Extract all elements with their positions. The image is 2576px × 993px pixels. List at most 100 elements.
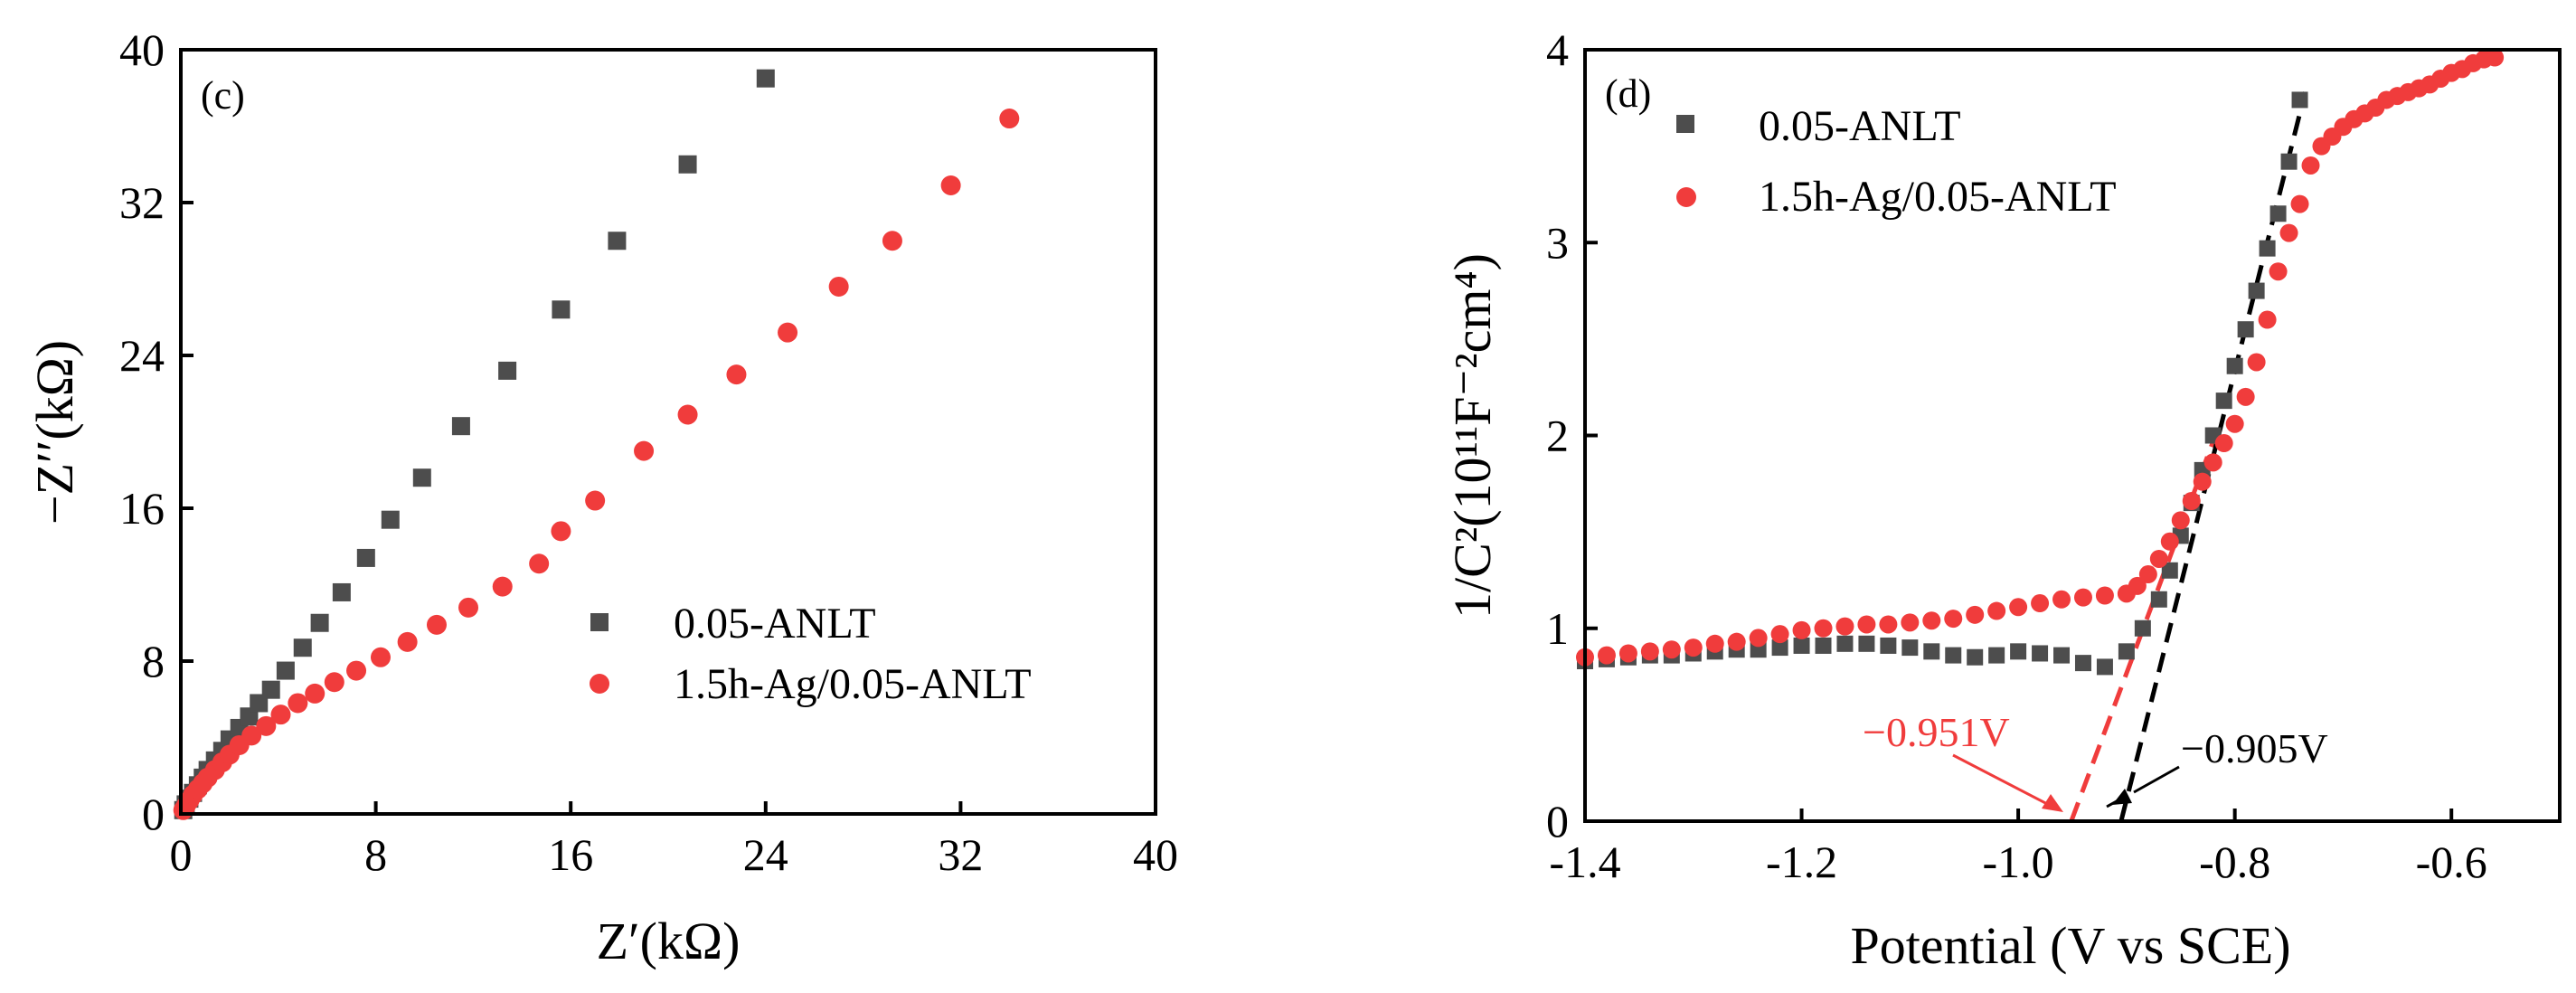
x-axis-title: Potential (V vs SCE)	[1850, 916, 2290, 975]
data-point-square	[2134, 619, 2151, 637]
data-point-circle	[346, 660, 367, 681]
data-point-square	[608, 232, 627, 251]
data-point-circle	[940, 175, 961, 195]
data-point-square	[381, 510, 400, 529]
plot-frame	[179, 48, 1157, 816]
data-point-circle	[1618, 644, 1637, 663]
data-point-circle	[2193, 472, 2212, 491]
annotation-red: −0.951V	[1863, 709, 2063, 812]
data-point-circle	[370, 647, 391, 667]
annotation-arrowhead-black	[2112, 789, 2132, 805]
legend-marker-1	[1676, 187, 1696, 207]
data-point-square	[2032, 645, 2049, 662]
data-point-circle	[2031, 594, 2050, 613]
x-tick-label: -1.4	[1549, 837, 1620, 887]
data-point-circle	[2009, 598, 2028, 617]
data-point-circle	[585, 490, 606, 511]
data-point-circle	[726, 364, 747, 385]
data-point-circle	[2095, 586, 2114, 605]
data-point-square	[451, 417, 470, 436]
data-point-circle	[2301, 156, 2320, 175]
annotation-intercept-black: −0.905V	[2181, 725, 2328, 771]
data-point-square	[2269, 205, 2287, 222]
x-axis-title: Z′(kΩ)	[597, 912, 741, 970]
data-point-circle	[529, 553, 550, 574]
y-tick-label: 40	[119, 24, 165, 75]
data-point-circle	[458, 597, 479, 618]
data-point-circle	[2225, 414, 2244, 433]
y-tick-label: 24	[119, 330, 165, 381]
legend-label-1: 1.5h-Ag/0.05-ANLT	[1759, 173, 2117, 221]
annotation-intercept-red: −0.951V	[1863, 709, 2010, 755]
data-point-circle	[2258, 310, 2277, 329]
data-point-circle	[1857, 615, 1876, 634]
data-point-square	[2118, 643, 2135, 660]
x-tick-label: 24	[743, 829, 788, 880]
data-point-circle	[2247, 353, 2266, 372]
data-point-circle	[1640, 642, 1659, 661]
data-point-circle	[2279, 223, 2298, 242]
x-tick-label: -0.6	[2416, 837, 2487, 887]
data-point-circle	[999, 109, 1020, 129]
data-point-square	[2161, 562, 2178, 579]
data-point-circle	[778, 322, 798, 343]
annotation-black: −0.905V	[2106, 725, 2328, 809]
data-point-circle	[1987, 601, 2006, 620]
data-point-circle	[882, 231, 902, 251]
data-point-square	[756, 69, 775, 88]
data-point-circle	[828, 276, 849, 297]
legend-marker-1	[590, 674, 609, 694]
data-point-square	[310, 613, 329, 632]
x-tick-label: 8	[364, 829, 387, 880]
legend: 0.05-ANLT 1.5h-Ag/0.05-ANLT	[590, 600, 1032, 708]
x-tick-label: 16	[548, 829, 593, 880]
data-point-circle	[2073, 588, 2092, 607]
data-point-square	[2053, 647, 2071, 664]
data-point-circle	[492, 576, 513, 597]
data-point-square	[1945, 647, 1962, 664]
data-point-circle	[1727, 632, 1746, 651]
panel-label: (d)	[1605, 71, 1651, 116]
data-point-circle	[1792, 620, 1811, 639]
data-point-circle	[634, 440, 655, 461]
y-tick-label: 0	[142, 789, 165, 839]
data-point-circle	[1835, 617, 1854, 636]
data-point-square	[276, 661, 295, 680]
x-tick-label: 40	[1133, 829, 1178, 880]
data-point-square	[498, 361, 517, 380]
data-point-circle	[551, 521, 571, 542]
data-point-circle	[1966, 605, 1985, 624]
data-point-circle	[1814, 619, 1833, 638]
data-point-square	[261, 680, 280, 699]
data-point-circle	[1944, 610, 1963, 629]
y-tick-label: 16	[119, 483, 165, 534]
data-point-circle	[1597, 646, 1616, 665]
data-point-circle	[256, 715, 277, 736]
data-point-square	[2096, 658, 2113, 676]
data-point-square	[2215, 392, 2232, 410]
data-point-circle	[2160, 532, 2179, 551]
legend-marker-0	[590, 613, 609, 631]
data-point-square	[2010, 643, 2027, 660]
data-point-square	[1923, 643, 1940, 660]
data-point-square	[1836, 635, 1854, 652]
data-point-circle	[2203, 453, 2222, 472]
data-point-square	[2248, 282, 2265, 299]
x-tick-label: -1.0	[1983, 837, 2054, 887]
data-point-square	[412, 468, 431, 487]
data-point-square	[2291, 91, 2308, 109]
y-axis-title: 1/C²(10¹¹F⁻²cm⁴)	[1443, 253, 1502, 619]
y-tick-label: 3	[1546, 217, 1569, 268]
legend-label-0: 0.05-ANLT	[1759, 102, 1961, 150]
panel-d-mott-schottky-plot: -1.4 -1.2 -1.0 -0.8 -0.6 0 1 2 3 4 (d) Potential …	[1443, 24, 2562, 975]
data-point-square	[332, 582, 351, 601]
data-point-circle	[2236, 387, 2255, 406]
plot-frame	[1583, 48, 2562, 823]
x-tick-label: 32	[938, 829, 983, 880]
data-point-circle	[1879, 615, 1898, 634]
data-point-circle	[241, 725, 262, 746]
data-point-square	[2259, 240, 2276, 257]
data-point-square	[2280, 153, 2298, 170]
data-point-circle	[1662, 640, 1681, 659]
y-tick-label: 1	[1546, 603, 1569, 654]
